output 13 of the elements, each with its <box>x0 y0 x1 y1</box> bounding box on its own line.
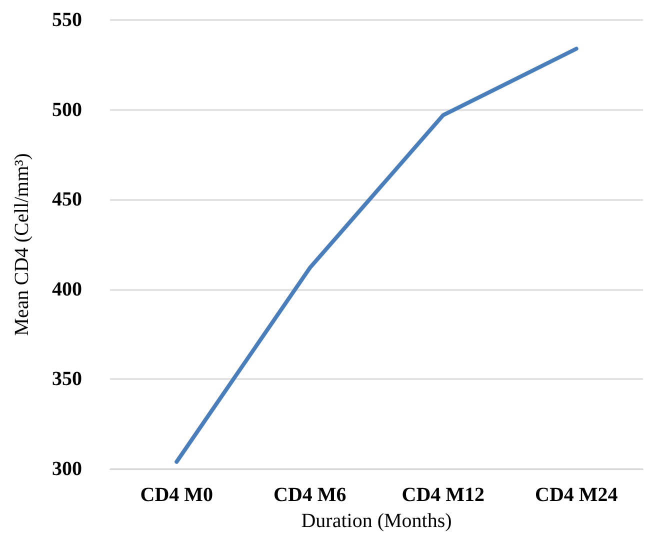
line-series <box>174 46 578 464</box>
y-tick-label: 300 <box>52 458 82 480</box>
y-tick-label: 400 <box>52 278 82 300</box>
x-axis-title: Duration (Months) <box>301 510 452 532</box>
y-axis-title: Mean CD4 (Cell/mm³) <box>11 153 33 336</box>
y-tick-label: 550 <box>52 9 82 31</box>
x-tick-label: CD4 M6 <box>273 484 346 506</box>
x-tick-label: CD4 M24 <box>534 484 618 506</box>
y-tick-label: 350 <box>52 368 82 390</box>
y-tick-label: 450 <box>52 188 82 211</box>
y-tick-label: 500 <box>52 98 82 121</box>
x-tick-label: CD4 M0 <box>140 484 214 506</box>
x-tick-label: CD4 M12 <box>402 484 485 506</box>
